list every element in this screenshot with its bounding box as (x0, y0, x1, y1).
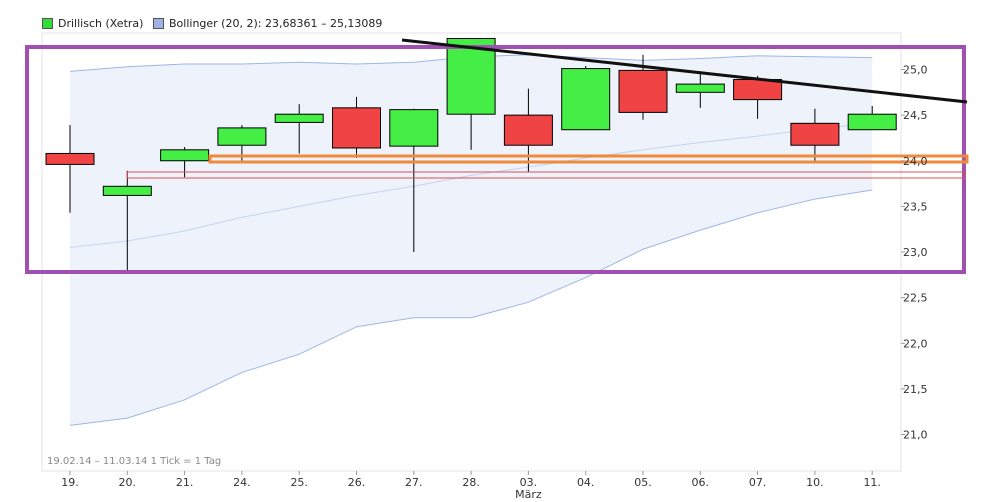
x-month-label: März (515, 488, 542, 501)
candle-body (847, 113, 897, 131)
x-tick-label: 19. (61, 476, 79, 489)
candle-body (790, 122, 840, 146)
y-tick-label: 21,5 (903, 383, 928, 396)
x-tick-label: 26. (348, 476, 366, 489)
date-range-text: 19.02.14 – 11.03.14 1 Tick = 1 Tag (47, 456, 222, 467)
x-tick-label: 24. (233, 476, 251, 489)
legend-swatch-bollinger (153, 17, 164, 29)
x-tick-label: 20. (119, 476, 137, 489)
x-tick-label: 04. (577, 476, 595, 489)
candle-body (274, 113, 324, 123)
y-tick-label: 24,0 (903, 155, 928, 168)
y-tick-label: 25,0 (903, 64, 928, 77)
x-tick-label: 03. (520, 476, 538, 489)
candle-body (733, 79, 783, 101)
bollinger-lower-line (69, 189, 873, 426)
resistance-trend-line (401, 38, 968, 104)
legend-label-drillisch: Drillisch (Xetra) (58, 16, 144, 30)
y-axis: 21,0 21,5 22,0 22,5 23,0 23,5 24,0 24,5 25,0 (901, 64, 928, 442)
x-tick-label: 06. (692, 476, 710, 489)
candles (45, 37, 897, 271)
annotations (25, 38, 969, 274)
candle-body (389, 109, 439, 147)
legend-swatch-drillisch (42, 17, 53, 29)
x-tick-label: 27. (405, 476, 423, 489)
y-tick-label: 21,0 (903, 429, 928, 442)
candle-body (446, 37, 496, 115)
candle-body (618, 69, 668, 113)
x-tick-label: 28. (462, 476, 480, 489)
candle-body (45, 152, 95, 165)
y-tick-label: 22,5 (903, 292, 928, 305)
legend-item-drillisch: Drillisch (Xetra) (42, 16, 143, 30)
x-tick-label: 10. (806, 476, 824, 489)
support-zone-outer (126, 171, 966, 179)
x-tick-label: 11. (863, 476, 881, 489)
candle-body (561, 68, 611, 131)
bollinger-middle-line (69, 122, 873, 248)
y-tick-label: 23,5 (903, 200, 928, 213)
legend-item-bollinger: Bollinger (20, 2): 23,68361 – 25,13089 (153, 16, 382, 30)
candle-body (503, 114, 553, 146)
x-tick-marks (69, 471, 873, 475)
candle-body (217, 127, 267, 146)
candle-body (102, 185, 152, 196)
x-tick-label: 07. (749, 476, 767, 489)
x-tick-label: 05. (634, 476, 652, 489)
candle-body (675, 83, 725, 93)
candle-body (332, 107, 381, 149)
y-tick-label: 22,0 (903, 337, 928, 350)
highlight-box (25, 45, 966, 274)
y-tick-label: 23,0 (903, 246, 928, 259)
candle-body (160, 149, 210, 162)
x-tick-label: 25. (290, 476, 308, 489)
y-tick-label: 24,5 (903, 109, 928, 122)
x-tick-label: 21. (176, 476, 194, 489)
legend-label-bollinger: Bollinger (20, 2): 23,68361 – 25,13089 (169, 16, 383, 30)
bollinger-fill (70, 54, 873, 426)
support-zone-orange (208, 154, 969, 164)
x-axis: 19. 20. 21. 24. 25. 26. 27. 28. 03. 04. 05. 06. 07. 1… (61, 476, 881, 501)
